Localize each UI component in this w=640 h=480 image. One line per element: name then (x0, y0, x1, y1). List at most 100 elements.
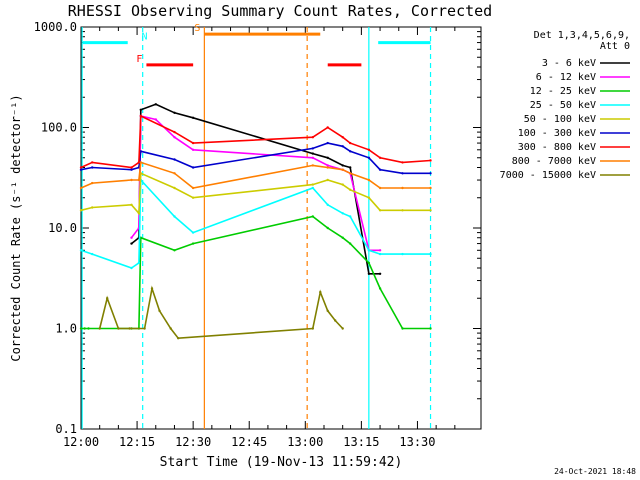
series-point-0 (173, 111, 176, 115)
series-point-1 (173, 136, 176, 139)
series-point-8 (326, 309, 329, 312)
series-point-0 (191, 116, 195, 120)
vertical-markers (81, 27, 432, 429)
series-point-3 (91, 252, 94, 256)
series-point-5 (191, 166, 195, 169)
series-point-6 (326, 126, 329, 129)
series-point-7 (401, 186, 404, 190)
series-point-6 (349, 141, 352, 145)
series-point-5 (429, 172, 432, 175)
legend-entry-label: 12 - 25 keV (530, 86, 596, 97)
series-point-4 (311, 183, 314, 186)
series-point-6 (173, 130, 176, 134)
y-tick-label: 100.0 (41, 121, 77, 135)
series-point-5 (367, 156, 371, 159)
y-tick-label: 1000.0 (34, 20, 77, 34)
series-point-2 (83, 327, 86, 330)
x-tick-label: 12:15 (119, 435, 155, 449)
series-point-0 (130, 242, 133, 245)
series-line-3 (80, 178, 431, 269)
series-point-2 (191, 242, 195, 245)
series-point-5 (79, 168, 83, 171)
series-layer (79, 103, 432, 340)
legend-entry-label: 50 - 100 keV (524, 114, 596, 125)
series-point-3 (326, 203, 329, 206)
series-point-6 (130, 166, 133, 169)
x-tick-label: 12:45 (231, 435, 267, 449)
series-point-2 (173, 249, 176, 252)
series-point-8 (106, 297, 109, 300)
legend-entry-label: 25 - 50 keV (530, 100, 596, 111)
series-point-4 (367, 196, 371, 199)
series-point-3 (137, 261, 141, 265)
series-point-6 (191, 141, 195, 145)
series-point-6 (91, 161, 94, 164)
series-point-7 (139, 161, 142, 164)
series-point-8 (319, 290, 322, 294)
series-point-8 (169, 327, 172, 330)
series-point-7 (367, 178, 371, 182)
x-tick-labels: 12:00 12:15 12:30 12:45 13:00 13:15 13:30 (63, 435, 436, 449)
series-point-6 (341, 136, 344, 139)
chart-title: RHESSI Observing Summary Count Rates, Co… (68, 2, 492, 20)
y-tick-labels: 0.1 1.0 10.0 100.0 1000.0 (34, 20, 77, 436)
series-point-0 (341, 164, 344, 167)
series-point-7 (79, 186, 83, 190)
legend: Det 1,3,4,5,6,9,Att 0 3 - 6 keV 6 - 12 keV… (500, 30, 630, 181)
series-point-5 (378, 168, 382, 171)
y-tick-label: 10.0 (48, 221, 77, 235)
series-point-1 (311, 156, 314, 159)
series-point-2 (311, 215, 314, 218)
footer-timestamp: 24-Oct-2021 18:48 (554, 467, 636, 476)
series-point-3 (79, 249, 83, 252)
series-point-0 (367, 272, 371, 275)
series-point-6 (311, 136, 314, 139)
series-point-7 (341, 168, 344, 171)
series-point-5 (349, 150, 352, 153)
series-point-7 (326, 166, 329, 169)
x-tick-label: 12:30 (175, 435, 211, 449)
series-point-6 (429, 159, 432, 162)
series-point-6 (367, 148, 371, 151)
series-point-4 (326, 178, 329, 182)
series-line-5 (80, 142, 431, 175)
series-point-7 (378, 186, 382, 190)
plot-border (80, 26, 482, 430)
series-point-1 (378, 249, 382, 252)
flag-bars: N S F (82, 23, 431, 67)
series-point-2 (341, 236, 344, 239)
series-point-7 (173, 172, 176, 175)
series-point-4 (378, 209, 382, 212)
series-point-0 (349, 166, 352, 169)
series-point-5 (401, 172, 404, 175)
series-point-3 (349, 215, 352, 218)
series-point-8 (98, 327, 101, 330)
series-point-0 (154, 103, 157, 106)
legend-entry-label: 3 - 6 keV (542, 58, 596, 69)
series-point-6 (378, 156, 382, 159)
series-point-1 (154, 118, 157, 121)
y-tick-label: 1.0 (55, 322, 77, 336)
y-axis-label: Corrected Count Rate (s⁻¹ detector⁻¹) (9, 94, 23, 361)
series-point-6 (79, 166, 83, 169)
series-point-7 (130, 178, 133, 182)
series-point-8 (128, 327, 131, 330)
legend-entry-label: 7000 - 15000 keV (500, 170, 596, 181)
series-point-5 (326, 141, 329, 145)
x-axis-label: Start Time (19-Nov-13 11:59:42) (160, 455, 403, 470)
series-point-7 (137, 178, 141, 182)
series-point-4 (173, 186, 176, 190)
series-point-4 (79, 209, 83, 212)
series-point-4 (130, 203, 133, 206)
series-point-4 (341, 183, 344, 186)
legend-entry-label: 100 - 300 keV (518, 128, 596, 139)
series-point-6 (137, 161, 141, 164)
series-point-0 (378, 272, 382, 275)
series-point-2 (429, 327, 432, 330)
series-point-3 (367, 249, 371, 252)
series-point-7 (91, 181, 94, 185)
legend-header: Att 0 (600, 41, 630, 52)
series-point-7 (349, 172, 352, 175)
series-point-8 (117, 327, 120, 330)
x-tick-label: 12:00 (63, 435, 99, 449)
